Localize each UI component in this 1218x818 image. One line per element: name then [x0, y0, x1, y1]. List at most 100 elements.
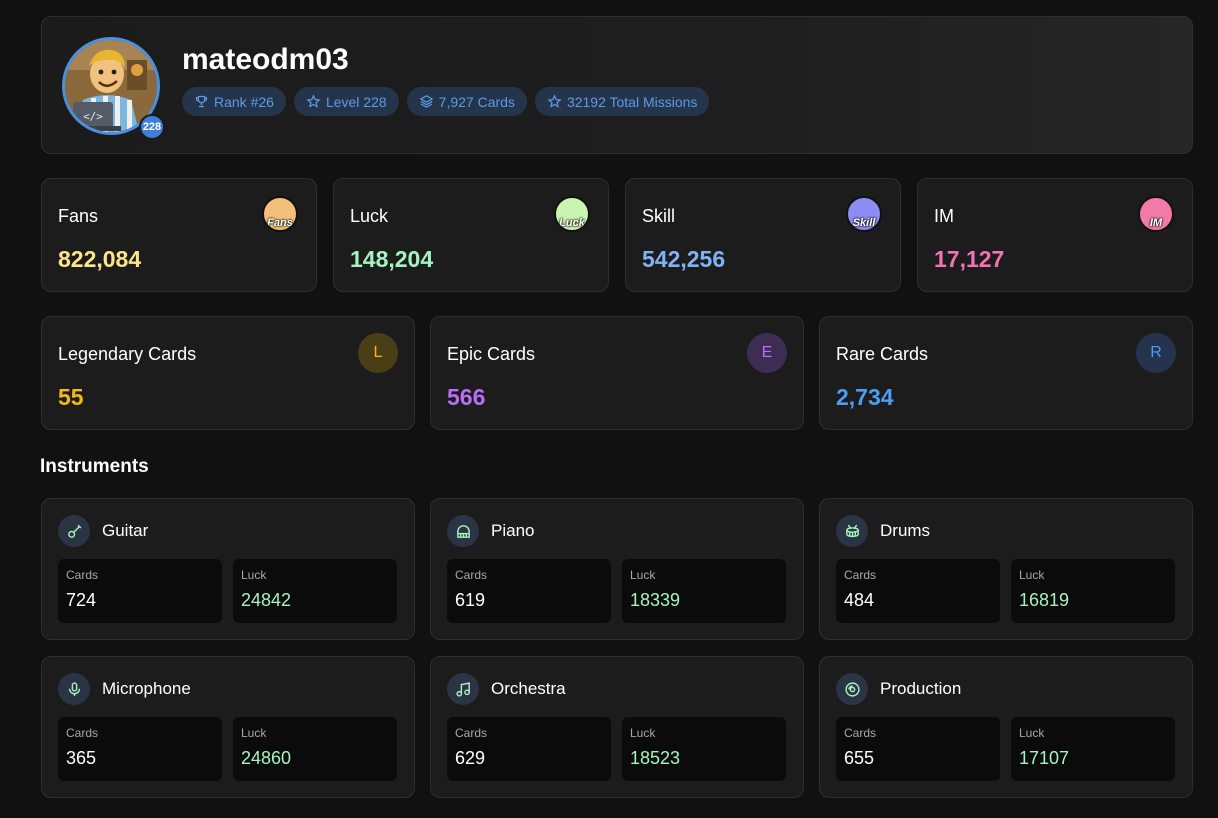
luck-label: Luck	[1019, 726, 1045, 740]
stat-value: 822,084	[58, 246, 142, 272]
luck-stat-box: Luck 17107	[1011, 717, 1175, 781]
cards-value: 655	[844, 748, 875, 768]
rarity-card-epic: Epic Cards 566 E	[430, 316, 804, 430]
disc-icon	[836, 673, 868, 705]
im-icon-text: IM	[1149, 217, 1163, 229]
microphone-icon	[58, 673, 90, 705]
luck-value: 24860	[241, 748, 292, 768]
level-pill-label: Level 228	[325, 93, 387, 110]
instrument-card-production[interactable]: Production Cards 655 Luck 17107	[819, 656, 1193, 798]
level-badge: 228	[139, 114, 165, 140]
skill-icon: Skill	[846, 196, 882, 232]
skill-icon-text: Skill	[852, 217, 876, 229]
legendary-badge-icon: L	[358, 333, 398, 373]
instrument-card-drums[interactable]: Drums Cards 484 Luck 16819	[819, 498, 1193, 640]
instrument-name: Guitar	[102, 521, 149, 540]
instrument-header: Microphone	[58, 673, 191, 705]
instrument-header: Drums	[836, 515, 930, 547]
instrument-name: Production	[880, 679, 962, 698]
instrument-name: Drums	[880, 521, 931, 540]
instrument-name: Microphone	[102, 679, 191, 698]
cards-stat-box: Cards 655	[836, 717, 1000, 781]
profile-pills: Rank #26 Level 228 7,927 Cards 32192 Tot…	[182, 87, 710, 116]
cards-value: 724	[66, 590, 97, 610]
luck-label: Luck	[630, 568, 656, 582]
fans-icon: Fans	[262, 196, 298, 232]
star-icon	[547, 94, 562, 108]
luck-value: 18523	[630, 748, 681, 768]
luck-stat-box: Luck 24842	[233, 559, 397, 623]
stat-label: Luck	[350, 206, 389, 226]
cards-label: Cards	[844, 726, 877, 740]
rarity-card-legendary: Legendary Cards 55 L	[41, 316, 415, 430]
cards-label: Cards	[844, 568, 877, 582]
luck-value: 24842	[241, 590, 292, 610]
luck-label: Luck	[630, 726, 656, 740]
cards-stat-box: Cards 484	[836, 559, 1000, 623]
instrument-card-piano[interactable]: Piano Cards 619 Luck 18339	[430, 498, 804, 640]
cards-pill: 7,927 Cards	[406, 87, 527, 116]
stat-card-im: IM 17,127 IM	[917, 178, 1193, 292]
stat-card-fans: Fans 822,084 Fans	[41, 178, 317, 292]
stat-value: 148,204	[350, 246, 434, 272]
cards-value: 629	[455, 748, 486, 768]
fans-icon-text: Fans	[267, 217, 293, 229]
cards-label: Cards	[66, 726, 99, 740]
rank-pill: Rank #26	[182, 87, 286, 116]
stat-card-luck: Luck 148,204 Luck	[333, 178, 609, 292]
luck-stat-box: Luck 18523	[622, 717, 786, 781]
rarity-value: 2,734	[836, 384, 894, 410]
avatar-image: </>	[65, 40, 157, 132]
rarity-label: Epic Cards	[447, 344, 536, 364]
cards-stat-box: Cards 365	[58, 717, 222, 781]
layers-icon	[419, 95, 434, 108]
rarity-label: Rare Cards	[836, 344, 929, 364]
username: mateodm03	[182, 43, 349, 76]
stat-value: 17,127	[934, 246, 1005, 272]
instrument-card-orchestra[interactable]: Orchestra Cards 629 Luck 18523	[430, 656, 804, 798]
svg-text:</>: </>	[83, 110, 103, 123]
luck-stat-box: Luck 18339	[622, 559, 786, 623]
cards-label: Cards	[455, 726, 488, 740]
missions-pill: 32192 Total Missions	[534, 87, 710, 116]
cards-stat-box: Cards 629	[447, 717, 611, 781]
instrument-card-guitar[interactable]: Guitar Cards 724 Luck 24842	[41, 498, 415, 640]
trophy-icon	[195, 95, 208, 108]
level-pill: Level 228	[293, 87, 399, 116]
stat-label: Skill	[642, 206, 676, 226]
avatar[interactable]: </>	[62, 37, 160, 135]
instrument-card-microphone[interactable]: Microphone Cards 365 Luck 24860	[41, 656, 415, 798]
instruments-heading: Instruments	[40, 456, 149, 477]
guitar-icon	[58, 515, 90, 547]
cards-pill-label: 7,927 Cards	[438, 93, 515, 110]
luck-value: 17107	[1019, 748, 1070, 768]
stat-value: 542,256	[642, 246, 726, 272]
instrument-header: Guitar	[58, 515, 148, 547]
luck-label: Luck	[241, 568, 267, 582]
instrument-name: Piano	[491, 521, 535, 540]
luck-value: 16819	[1019, 590, 1070, 610]
missions-pill-label: 32192 Total Missions	[566, 93, 698, 110]
cards-stat-box: Cards 724	[58, 559, 222, 623]
rank-pill-label: Rank #26	[214, 93, 274, 110]
music-note-icon	[447, 673, 479, 705]
rare-badge-icon: R	[1136, 333, 1176, 373]
luck-value: 18339	[630, 590, 681, 610]
luck-label: Luck	[1019, 568, 1045, 582]
stat-label: Fans	[58, 206, 99, 226]
stat-card-skill: Skill 542,256 Skill	[625, 178, 901, 292]
luck-stat-box: Luck 16819	[1011, 559, 1175, 623]
profile-header: </> 228 mateodm03 Rank #26 Level 228 7,9…	[41, 16, 1193, 154]
rarity-label: Legendary Cards	[58, 344, 197, 364]
drum-icon	[836, 515, 868, 547]
luck-label: Luck	[241, 726, 267, 740]
star-icon	[306, 94, 321, 108]
rarity-value: 566	[447, 384, 486, 410]
cards-value: 619	[455, 590, 486, 610]
avatar-container: </> 228	[62, 37, 165, 140]
stat-label: IM	[934, 206, 954, 226]
money-icon: IM	[1138, 196, 1174, 232]
cards-stat-box: Cards 619	[447, 559, 611, 623]
cards-value: 365	[66, 748, 97, 768]
rarity-card-rare: Rare Cards 2,734 R	[819, 316, 1193, 430]
